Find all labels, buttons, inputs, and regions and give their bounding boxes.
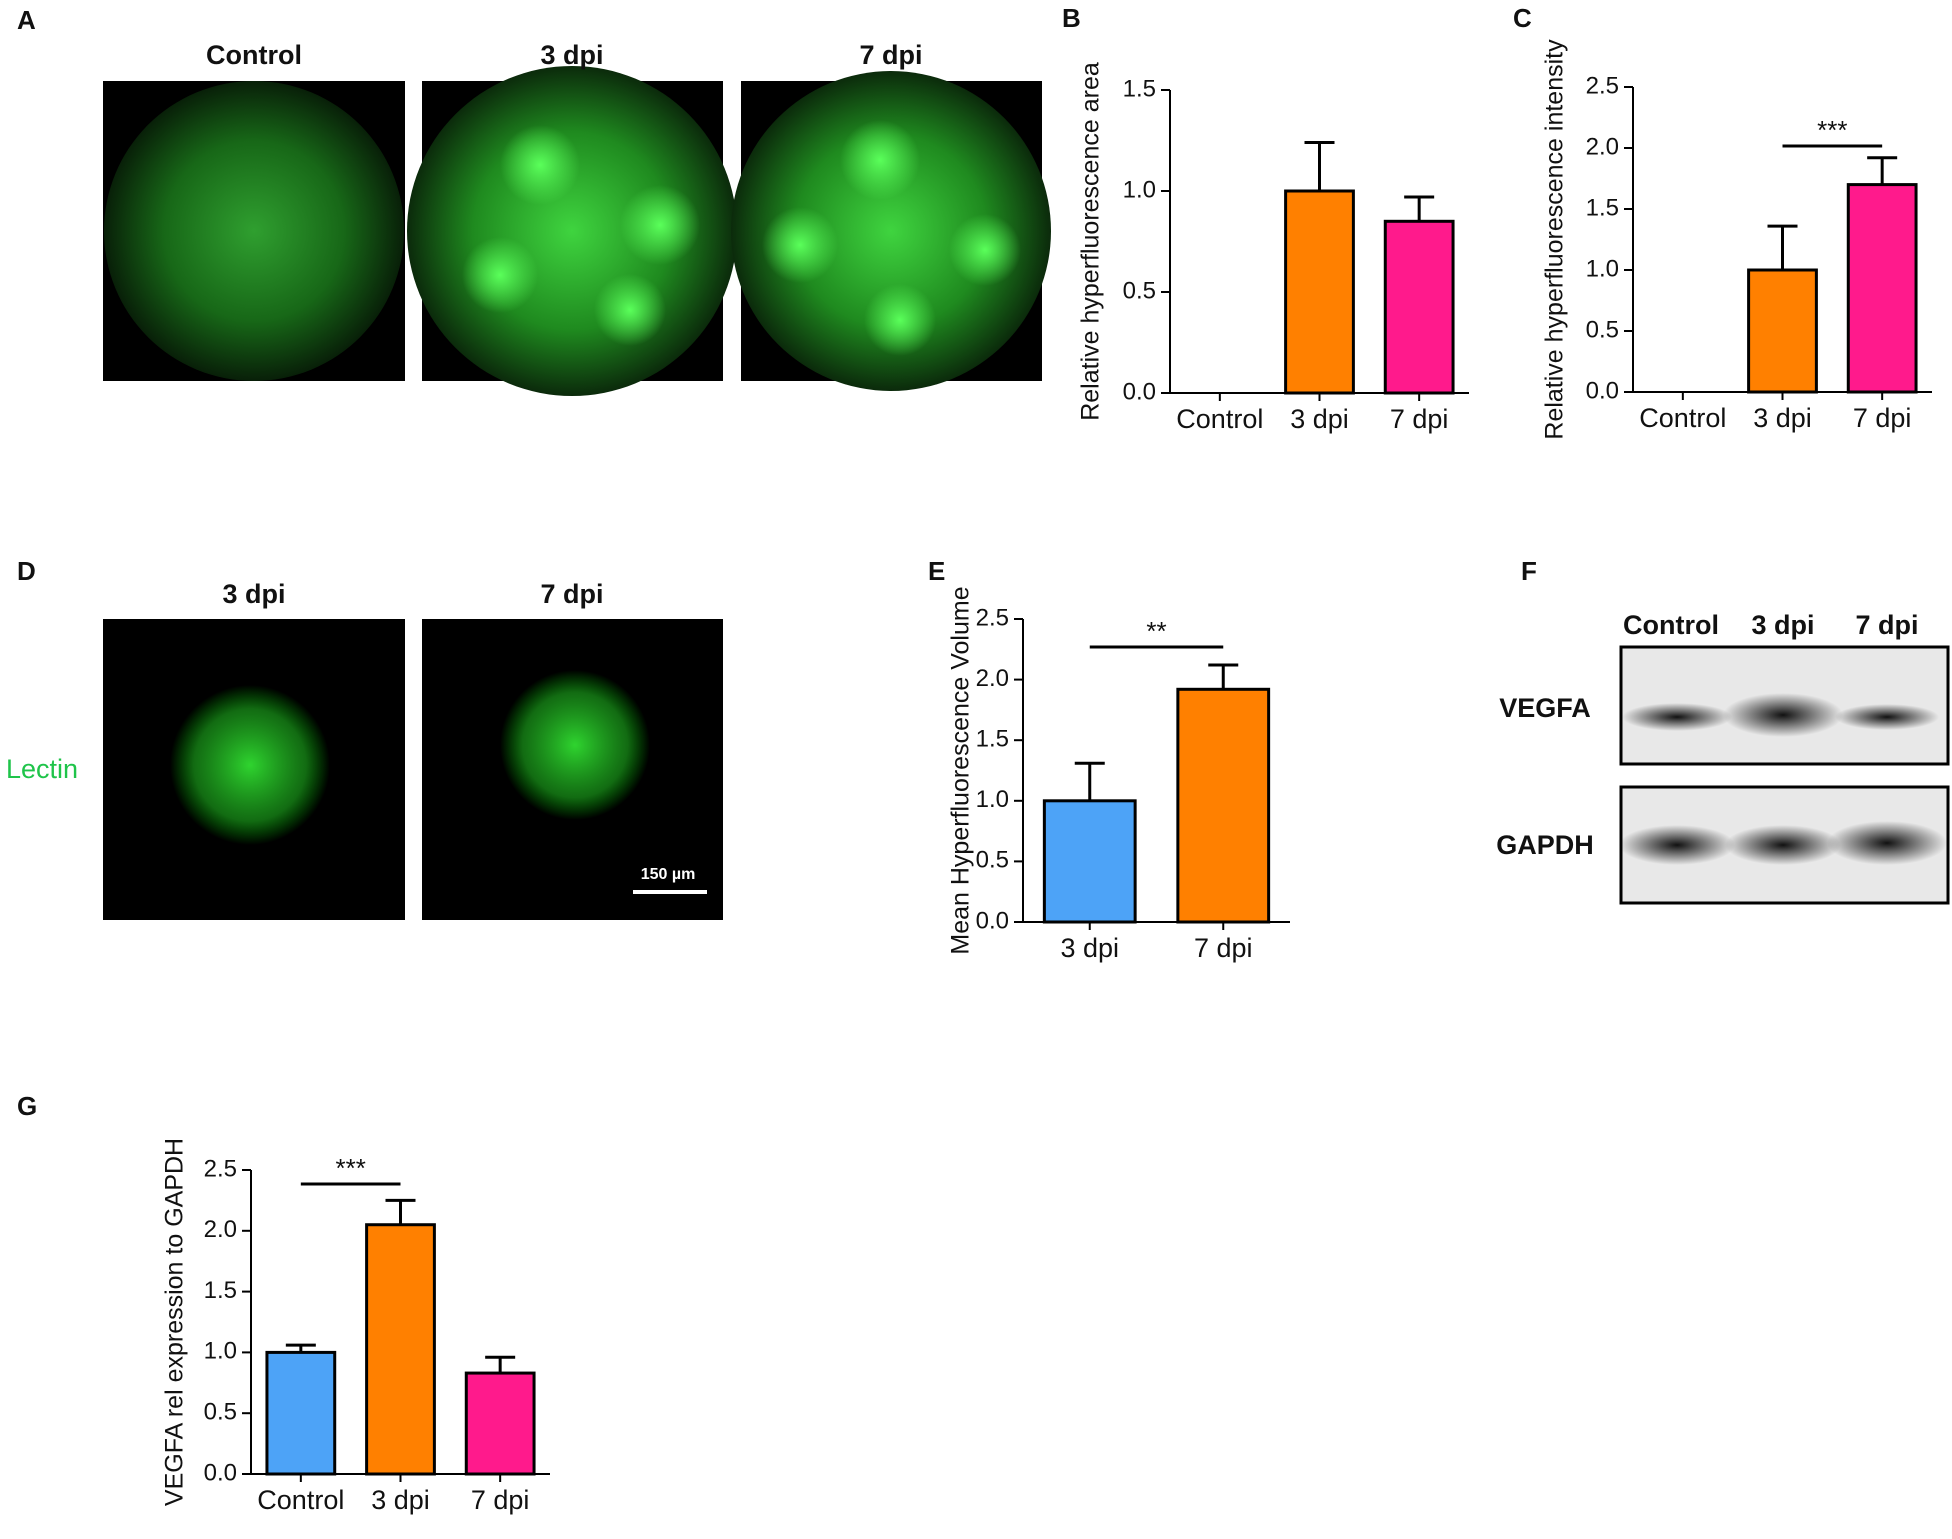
lane-label: 3 dpi (1751, 610, 1814, 640)
y-axis-label: Relative hyperfluorescence area (1077, 62, 1105, 421)
lectin-images (103, 619, 723, 920)
y-tick-label: 0.5 (976, 847, 1009, 874)
y-tick-label: 1.5 (1586, 194, 1619, 221)
y-tick-label: 2.0 (976, 665, 1009, 692)
image-title: 7 dpi (859, 40, 922, 70)
y-axis-label: Relative hyperfluorescence intensity (1541, 39, 1569, 440)
x-tick-label: Control (257, 1485, 344, 1515)
y-tick-label: 0.0 (1586, 377, 1619, 404)
y-tick-label: 1.0 (1586, 255, 1619, 282)
fundus-images (103, 66, 1051, 396)
bar (1284, 189, 1355, 395)
y-axis-label: VEGFA rel expression to GAPDH (161, 1138, 189, 1506)
bar (1747, 268, 1818, 394)
bar (1383, 219, 1455, 395)
y-axis-label: Mean Hyperfluorescence Volume (947, 586, 975, 954)
x-tick-label: 3 dpi (1753, 403, 1812, 433)
western-blot (1619, 645, 1950, 905)
stain-label: Lectin (6, 754, 78, 784)
x-tick-label: Control (1639, 403, 1726, 433)
bar (464, 1371, 536, 1476)
y-tick-label: 1.0 (1123, 176, 1156, 203)
panel-label: B (1062, 3, 1081, 33)
panel-label: D (17, 556, 36, 586)
x-tick-label: 7 dpi (1390, 404, 1449, 434)
x-tick-label: 3 dpi (1290, 404, 1349, 434)
panel-label: A (17, 5, 36, 35)
y-tick-label: 0.5 (1123, 277, 1156, 304)
y-tick-label: 2.5 (976, 604, 1009, 631)
lane-label: 7 dpi (1855, 610, 1918, 640)
x-tick-label: Control (1176, 404, 1263, 434)
significance-label: ** (1146, 616, 1166, 646)
image-title: 3 dpi (222, 579, 285, 609)
x-tick-label: 7 dpi (1194, 933, 1253, 963)
protein-label: VEGFA (1499, 693, 1591, 723)
y-tick-label: 0.0 (204, 1459, 237, 1486)
y-tick-label: 0.5 (204, 1399, 237, 1426)
x-tick-label: 7 dpi (471, 1485, 530, 1515)
panel-label: C (1513, 3, 1532, 33)
bar (1846, 183, 1918, 394)
bar (265, 1350, 337, 1476)
panel-label: E (928, 556, 945, 586)
y-tick-label: 1.5 (204, 1277, 237, 1304)
y-tick-label: 2.5 (204, 1155, 237, 1182)
x-tick-label: 3 dpi (371, 1485, 430, 1515)
x-tick-label: 3 dpi (1060, 933, 1119, 963)
y-tick-label: 2.0 (204, 1216, 237, 1243)
x-tick-label: 7 dpi (1853, 403, 1912, 433)
y-tick-label: 1.0 (976, 786, 1009, 813)
y-tick-label: 0.0 (1123, 378, 1156, 405)
lane-label: Control (1623, 610, 1719, 640)
protein-label: GAPDH (1496, 830, 1594, 860)
bar (365, 1223, 436, 1476)
y-tick-label: 1.5 (976, 726, 1009, 753)
panel-label: F (1521, 556, 1537, 586)
y-tick-label: 1.0 (204, 1338, 237, 1365)
scale-bar-label: 150 µm (641, 866, 696, 883)
image-title: 7 dpi (540, 579, 603, 609)
significance-label: *** (335, 1153, 365, 1183)
image-title: Control (206, 40, 302, 70)
y-tick-label: 1.5 (1123, 75, 1156, 102)
bar (1176, 687, 1271, 924)
image-title: 3 dpi (540, 40, 603, 70)
panel-label: G (17, 1091, 37, 1121)
y-tick-label: 2.0 (1586, 133, 1619, 160)
significance-label: *** (1817, 115, 1847, 145)
y-tick-label: 0.5 (1586, 316, 1619, 343)
y-tick-label: 0.0 (976, 907, 1009, 934)
bar (1042, 799, 1137, 924)
y-tick-label: 2.5 (1586, 72, 1619, 99)
